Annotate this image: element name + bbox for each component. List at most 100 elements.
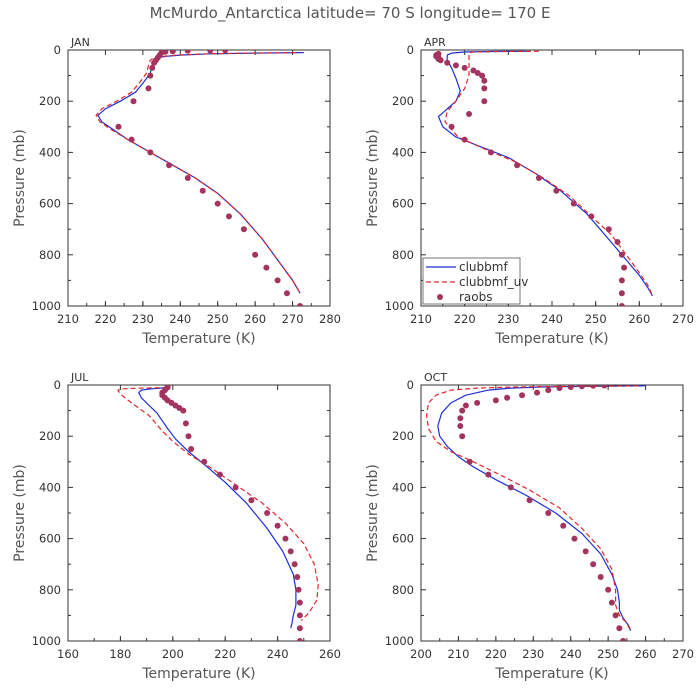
raobs-point xyxy=(571,535,578,542)
raobs-point xyxy=(115,123,122,130)
clubbmf-line-apr xyxy=(437,50,653,297)
raobs-point xyxy=(514,162,521,169)
x-axis-label-oct: Temperature (K) xyxy=(494,666,608,682)
raobs-point xyxy=(145,85,152,92)
x-tick-label-jul-180: 180 xyxy=(109,647,131,661)
raobs-point xyxy=(184,175,191,181)
x-tick-label-jul-240: 240 xyxy=(267,647,289,661)
clubbmf-line-oct xyxy=(437,385,646,632)
raobs-point xyxy=(487,149,494,156)
plot-area-apr xyxy=(433,50,653,306)
y-axis-label-apr: Pressure (mb) xyxy=(365,129,381,227)
raobs-point xyxy=(147,149,154,156)
y-tick-label-oct-600: 600 xyxy=(392,532,414,546)
raobs-point xyxy=(295,586,302,593)
raobs-point xyxy=(582,548,589,555)
legend-label-clubbmf: clubbmf xyxy=(459,260,508,274)
x-tick-label-apr-220: 220 xyxy=(454,312,476,326)
raobs-point xyxy=(437,57,444,64)
raobs-point xyxy=(461,136,468,143)
x-tick-label-oct-240: 240 xyxy=(560,647,582,661)
raobs-point xyxy=(616,625,623,632)
x-axis-label-jan: Temperature (K) xyxy=(141,331,255,347)
y-tick-label-jul-200: 200 xyxy=(39,429,61,443)
raobs-point xyxy=(457,422,464,429)
x-tick-label-apr-210: 210 xyxy=(410,312,432,326)
raobs-point xyxy=(452,62,459,69)
y-tick-label-oct-0: 0 xyxy=(407,378,414,392)
y-tick-label-jan-800: 800 xyxy=(39,248,61,262)
y-axis-label-jul: Pressure (mb) xyxy=(12,464,28,562)
raobs-point xyxy=(535,175,542,181)
x-tick-label-oct-260: 260 xyxy=(635,647,657,661)
panel-label-jul: JUL xyxy=(70,371,89,384)
raobs-point xyxy=(296,612,303,619)
clubbmf_uv-line-jul xyxy=(117,387,319,621)
panels: 210 220 230 240 250 260 270 280 0 200 400 600 800 100… xyxy=(12,36,694,682)
x-tick-label-jan-240: 240 xyxy=(169,312,191,326)
x-tick-label-oct-200: 200 xyxy=(410,647,432,661)
y-tick-label-apr-0: 0 xyxy=(407,43,414,57)
y-tick-label-jan-0: 0 xyxy=(54,43,61,57)
raobs-point xyxy=(128,136,135,143)
plot-area-jan xyxy=(95,50,304,306)
x-tick-label-jan-220: 220 xyxy=(94,312,116,326)
raobs-point xyxy=(485,471,492,478)
x-tick-label-jan-250: 250 xyxy=(207,312,229,326)
raobs-point xyxy=(283,290,290,297)
raobs-point xyxy=(605,226,612,233)
raobs-point xyxy=(553,187,560,194)
raobs-point xyxy=(545,510,552,516)
y-tick-label-apr-1000: 1000 xyxy=(385,299,414,313)
x-axis-label-apr: Temperature (K) xyxy=(494,331,608,347)
raobs-point xyxy=(264,510,271,516)
x-tick-label-apr-270: 270 xyxy=(672,312,694,326)
x-tick-label-jul-220: 220 xyxy=(214,647,236,661)
raobs-point xyxy=(588,213,595,220)
raobs-point xyxy=(457,415,464,422)
raobs-point xyxy=(601,385,608,389)
raobs-point xyxy=(526,497,533,504)
raobs-point xyxy=(560,522,567,529)
raobs-point xyxy=(466,458,473,465)
raobs-point xyxy=(274,522,281,529)
raobs-point xyxy=(147,72,154,79)
legend-marker-raobs xyxy=(437,294,443,300)
raobs-point xyxy=(504,394,511,401)
y-tick-label-oct-400: 400 xyxy=(392,480,414,494)
y-tick-label-apr-400: 400 xyxy=(392,145,414,159)
raobs-point xyxy=(481,77,488,84)
raobs-point xyxy=(296,625,303,632)
raobs-point xyxy=(618,290,625,297)
legend-label-clubbmf_uv: clubbmf_uv xyxy=(459,275,528,289)
raobs-point xyxy=(199,187,206,194)
raobs-point xyxy=(448,123,455,130)
raobs-point xyxy=(459,407,466,414)
raobs-point xyxy=(612,612,619,619)
y-tick-label-oct-200: 200 xyxy=(392,429,414,443)
panel-jan: 210 220 230 240 250 260 270 280 0 200 400 600 800 100… xyxy=(12,36,341,347)
panel-oct: 200 210 220 230 240 250 260 270 0 200 400 600 800 100… xyxy=(365,371,694,682)
plot-area-oct xyxy=(426,385,646,641)
x-tick-label-jul-260: 260 xyxy=(319,647,341,661)
y-tick-label-jul-1000: 1000 xyxy=(32,634,61,648)
x-tick-label-apr-260: 260 xyxy=(628,312,650,326)
raobs-point xyxy=(590,561,597,568)
raobs-point xyxy=(470,67,477,74)
x-tick-label-jul-200: 200 xyxy=(162,647,184,661)
legend-label-raobs: raobs xyxy=(459,290,493,304)
raobs-point xyxy=(297,303,304,306)
y-tick-label-apr-200: 200 xyxy=(392,94,414,108)
raobs-point xyxy=(185,433,192,440)
raobs-point xyxy=(282,535,289,542)
raobs-point xyxy=(225,213,232,220)
raobs-point xyxy=(182,420,189,427)
x-tick-label-jan-280: 280 xyxy=(319,312,341,326)
raobs-point xyxy=(507,484,514,491)
raobs-point xyxy=(481,85,488,92)
raobs-point xyxy=(232,484,239,491)
raobs-point xyxy=(545,387,552,394)
raobs-point xyxy=(534,389,541,396)
raobs-point xyxy=(222,50,229,54)
raobs-point xyxy=(214,200,221,207)
